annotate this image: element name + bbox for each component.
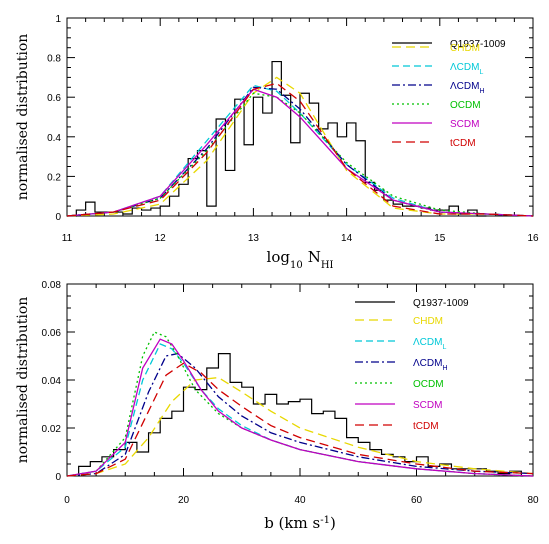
observed-histogram: [67, 60, 487, 217]
legend-label: ΛCDML: [413, 337, 446, 351]
legend-label: OCDM: [450, 100, 481, 111]
legend-label: CHDM: [413, 316, 443, 327]
y-axis-label: normalised distribution: [15, 297, 31, 464]
legend-label: ΛCDMH: [450, 81, 485, 95]
x-tick-label: 40: [294, 495, 306, 506]
x-axis-label: log10 NHI: [267, 248, 334, 271]
x-axis-label: b (km s-1): [264, 514, 336, 532]
legend-label: ΛCDML: [450, 62, 483, 76]
legend-label-sub: L: [442, 344, 446, 351]
y-tick-label: 0.06: [42, 328, 62, 339]
model-curve-scdm: [66, 88, 534, 217]
x-axis-label-sub: HI: [321, 260, 334, 271]
x-tick-label: 11: [62, 233, 73, 244]
model-curve-scdm: [66, 338, 534, 477]
y-tick-label: 0.4: [47, 133, 61, 144]
x-tick-label: 20: [178, 495, 190, 506]
x-tick-label: 13: [248, 233, 260, 244]
model-curve-ocdm: [66, 331, 534, 477]
y-tick-label: 0.08: [42, 280, 62, 291]
legend-label-observed: Q1937-1009: [413, 298, 469, 309]
y-tick-label: 0.2: [47, 172, 61, 183]
legend-label: CHDM: [450, 43, 480, 54]
y-tick-label: 0: [55, 472, 61, 483]
x-tick-label: 14: [341, 233, 353, 244]
legend-label: ΛCDMH: [413, 358, 448, 372]
legend-label: tCDM: [413, 421, 439, 432]
legend-label-sub: L: [479, 69, 483, 76]
panel-nhi-distribution: 11 12 13 14 15 16 0 0.2 0.4 0.6 0.8 1 normalised dis…: [15, 14, 539, 271]
y-tick-label: 1: [55, 14, 61, 25]
model-curve-cdml: [66, 84, 534, 217]
x-axis-label-main: N: [308, 248, 321, 266]
legend-label: SCDM: [450, 119, 479, 130]
legend-label: tCDM: [450, 138, 476, 149]
legend: Q1937-1009 CHDM ΛCDML ΛCDMH OCDM SCDM tCDM: [355, 298, 469, 432]
x-axis-label-sup: -1: [320, 515, 330, 526]
y-tick-label: 0.6: [47, 93, 61, 104]
x-axis-label-end: ): [330, 514, 336, 532]
x-axis-label-sub: 10: [290, 260, 303, 271]
model-curve-cdmh: [66, 352, 534, 477]
legend-label: OCDM: [413, 379, 444, 390]
y-tick-label: 0: [55, 212, 61, 223]
x-tick-label: 60: [411, 495, 423, 506]
model-curve-tcdm: [66, 362, 534, 477]
x-tick-label: 15: [434, 233, 446, 244]
x-tick-label: 80: [527, 495, 539, 506]
model-curve-tcdm: [66, 82, 534, 217]
observed-histogram: [78, 353, 533, 477]
model-curve-chdm: [66, 76, 534, 217]
legend-label-sub: H: [442, 365, 447, 372]
y-axis-label: normalised distribution: [15, 34, 31, 201]
model-curve-chdm: [66, 376, 534, 477]
legend-label-observed: Q1937-1009: [450, 39, 506, 50]
panel-b-distribution: 0 20 40 60 80 0 0.02 0.04 0.06 0.08 normalised dis…: [15, 280, 539, 532]
legend-label-sub: H: [479, 88, 484, 95]
model-curve-cdml: [66, 343, 534, 477]
x-tick-label: 0: [64, 495, 70, 506]
legend-label: SCDM: [413, 400, 442, 411]
y-tick-label: 0.8: [47, 54, 61, 65]
x-tick-label: 12: [155, 233, 167, 244]
x-tick-label: 16: [527, 233, 539, 244]
y-tick-label: 0.02: [42, 424, 62, 435]
y-tick-label: 0.04: [42, 376, 62, 387]
